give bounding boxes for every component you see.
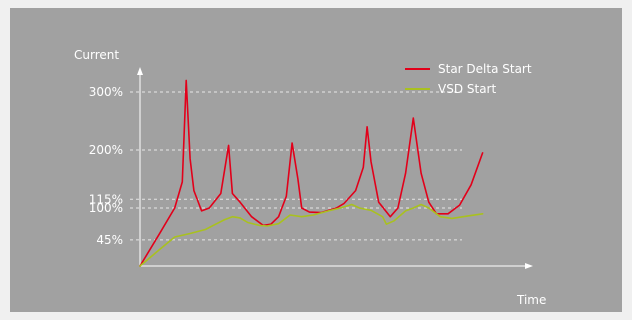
y-axis-arrow [137,67,143,75]
legend: Star Delta Start VSD Start [405,62,532,96]
series-line-vsd-start [139,203,484,267]
y-tick-label-300: 300% [89,85,123,99]
series-lines [139,79,484,267]
y-tick-label-200: 200% [89,143,123,157]
axes [137,67,533,269]
legend-label-vsd-start: VSD Start [438,82,496,96]
x-axis-title: Time [516,293,546,307]
series-line-star-delta-start [139,79,484,267]
x-axis-arrow [525,263,533,269]
chart-panel: 300% 200% 115% 100% 45% Current Time Star De… [10,8,622,312]
legend-label-star-delta-start: Star Delta Start [438,62,532,76]
y-tick-label-115: 115% [89,192,123,206]
y-tick-labels: 300% 200% 115%100% 45% [89,85,123,247]
line-chart: 300% 200% 115%100% 45% Current Time Star De… [74,48,546,307]
y-tick-label-45: 45% [96,233,123,247]
y-tick-label-100: 100% [89,201,123,215]
y-axis-title: Current [74,48,119,62]
